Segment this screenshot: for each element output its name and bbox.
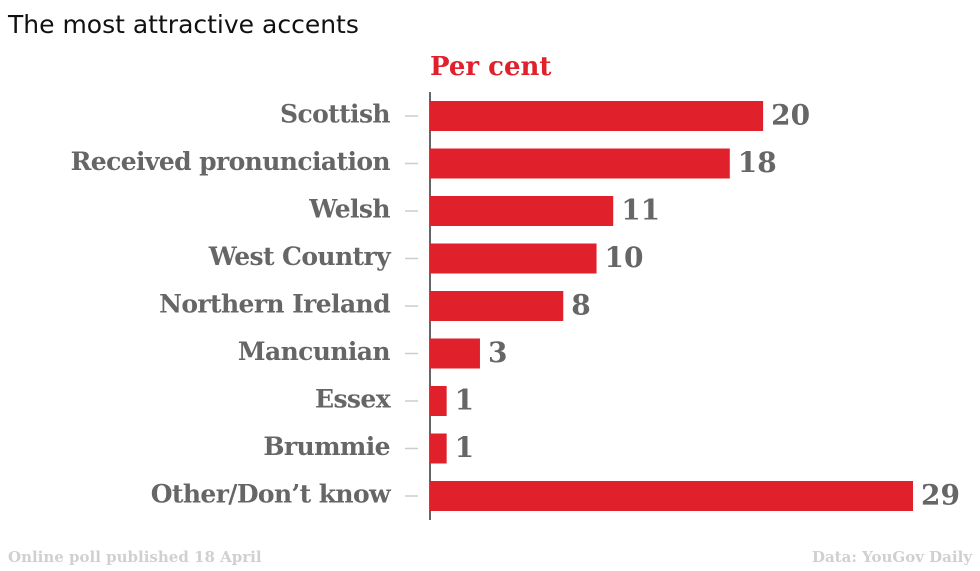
category-label: Received pronunciation (71, 147, 391, 176)
category-label: Other/Don’t know (151, 480, 392, 509)
value-label: 1 (455, 384, 474, 417)
category-label: Brummie (263, 432, 390, 461)
value-label: 11 (621, 194, 660, 227)
value-label: 8 (571, 289, 590, 322)
bar (430, 338, 480, 369)
bar (430, 481, 913, 511)
value-label: 18 (738, 146, 777, 179)
category-label: Welsh (308, 195, 390, 224)
bar (430, 291, 564, 321)
value-label: 20 (771, 99, 810, 132)
bar (430, 386, 447, 416)
bar (430, 101, 764, 131)
bar (430, 433, 447, 464)
value-label: 29 (921, 479, 960, 512)
value-label: 1 (455, 431, 474, 464)
bar (430, 243, 597, 274)
category-label: Northern Ireland (159, 290, 390, 319)
category-label: Scottish (280, 100, 390, 129)
axis-label: Per cent (430, 52, 551, 82)
value-label: 10 (605, 241, 644, 274)
category-label: West Country (208, 242, 392, 271)
footer-source: Data: YouGov Daily (812, 548, 973, 566)
footer-note: Online poll published 18 April (8, 548, 262, 566)
bar (430, 196, 614, 226)
category-label: Mancunian (238, 337, 391, 366)
bar (430, 148, 730, 179)
category-label: Essex (315, 385, 392, 414)
value-label: 3 (488, 336, 507, 369)
chart-title: The most attractive accents (7, 10, 359, 39)
